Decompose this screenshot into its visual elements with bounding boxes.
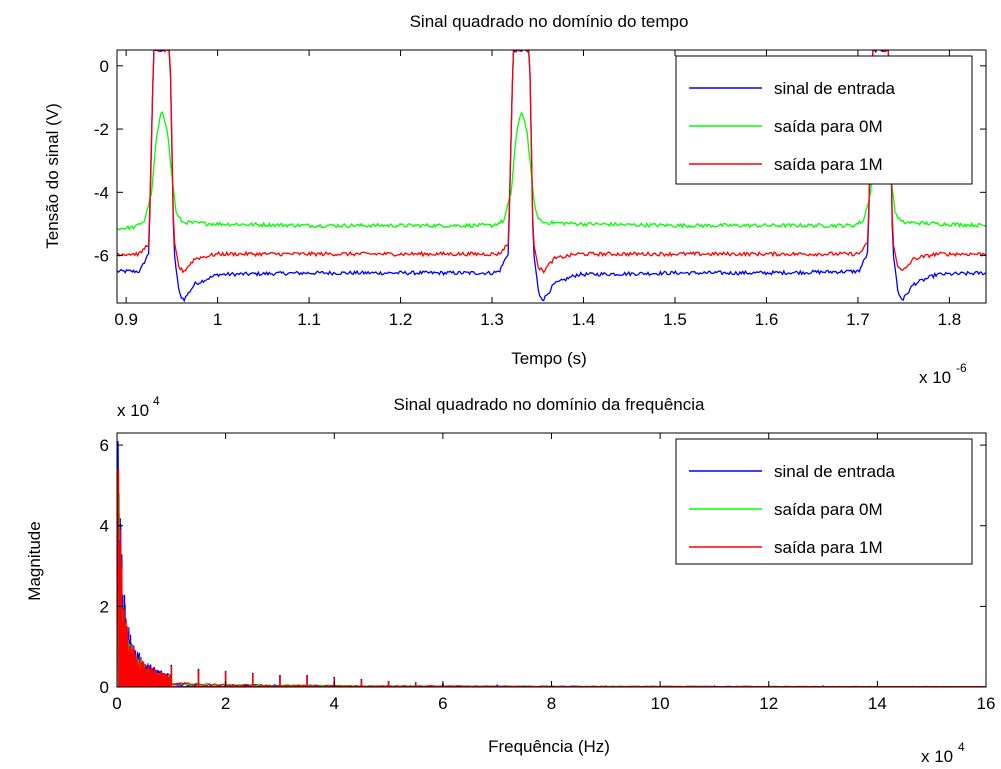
x-exponent-base: x 10 [921,747,953,766]
y-tick-label: 0 [100,678,109,697]
series-line [117,50,986,303]
x-tick-label: 12 [759,694,778,713]
x-tick-label: 1.2 [389,310,413,329]
x-axis-label: Frequência (Hz) [488,737,610,756]
legend: sinal de entrada saída para 0M saída para … [675,55,973,185]
x-exponent-base: x 10 [919,368,951,387]
ticks-group: 0 2 4 6 8 10 12 14 16 0 2 4 6 [100,433,996,713]
series-line [117,50,986,274]
y-tick-label: 0 [100,57,109,76]
x-tick-label: 14 [868,694,887,713]
x-exponent-label: x 10 -6 [919,361,967,387]
x-tick-label: 16 [977,694,996,713]
y-tick-label: -6 [94,247,109,266]
y-exponent-power: 4 [153,394,160,408]
legend-label: saída para 0M [774,117,883,136]
x-tick-label: 2 [221,694,230,713]
x-tick-label: 6 [438,694,447,713]
legend-label: sinal de entrada [774,79,896,98]
x-tick-label: 10 [651,694,670,713]
x-tick-label: 1.1 [297,310,321,329]
x-tick-label: 8 [547,694,556,713]
frequency-domain-chart: Sinal quadrado no domínio da frequência … [25,394,995,766]
x-exponent-label: x 10 4 [921,740,965,766]
legend-label: sinal de entrada [774,462,896,481]
y-axis-label: Tensão do sinal (V) [43,103,62,249]
y-tick-label: 2 [100,597,109,616]
x-tick-label: 0 [112,694,121,713]
legend-box [675,438,973,565]
x-tick-label: 1.4 [572,310,596,329]
x-tick-label: 1.8 [938,310,962,329]
y-tick-label: -2 [94,120,109,139]
x-tick-label: 1.6 [755,310,779,329]
y-tick-label: 6 [100,436,109,455]
y-exponent-base: x 10 [117,401,149,420]
legend-label: saída para 0M [774,500,883,519]
x-tick-label: 1.7 [846,310,870,329]
y-tick-label: -4 [94,183,109,202]
chart-title: Sinal quadrado no domínio da frequência [394,395,705,414]
x-exponent-power: 4 [958,740,965,754]
x-tick-label: 1.5 [663,310,687,329]
y-axis-label: Magnitude [25,521,44,600]
x-tick-label: 0.9 [114,310,138,329]
legend: sinal de entrada saída para 0M saída para … [675,438,973,565]
x-axis-label: Tempo (s) [511,349,587,368]
chart-title: Sinal quadrado no domínio do tempo [410,12,689,31]
y-exponent-label: x 10 4 [117,394,160,420]
x-tick-label: 4 [330,694,339,713]
x-tick-label: 1.3 [480,310,504,329]
legend-box [675,55,973,185]
plot-frame [116,49,987,304]
y-tick-label: 4 [100,517,109,536]
x-exponent-power: -6 [956,361,967,375]
legend-label: saída para 1M [774,538,883,557]
x-tick-label: 1 [213,310,222,329]
series-group [117,50,986,303]
legend-label: saída para 1M [774,155,883,174]
series-line [117,111,986,231]
ticks-group: 0.9 1 1.1 1.2 1.3 1.4 1.5 1.6 1.7 1.8 0 -2 -4 -6 [94,50,986,329]
time-domain-chart: Sinal quadrado no domínio do tempo 0.9 1 1… [43,12,987,387]
